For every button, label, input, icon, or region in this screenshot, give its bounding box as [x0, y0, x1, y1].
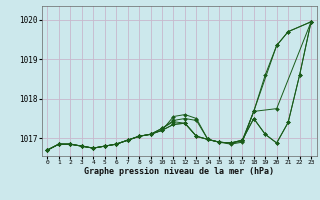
X-axis label: Graphe pression niveau de la mer (hPa): Graphe pression niveau de la mer (hPa) — [84, 167, 274, 176]
